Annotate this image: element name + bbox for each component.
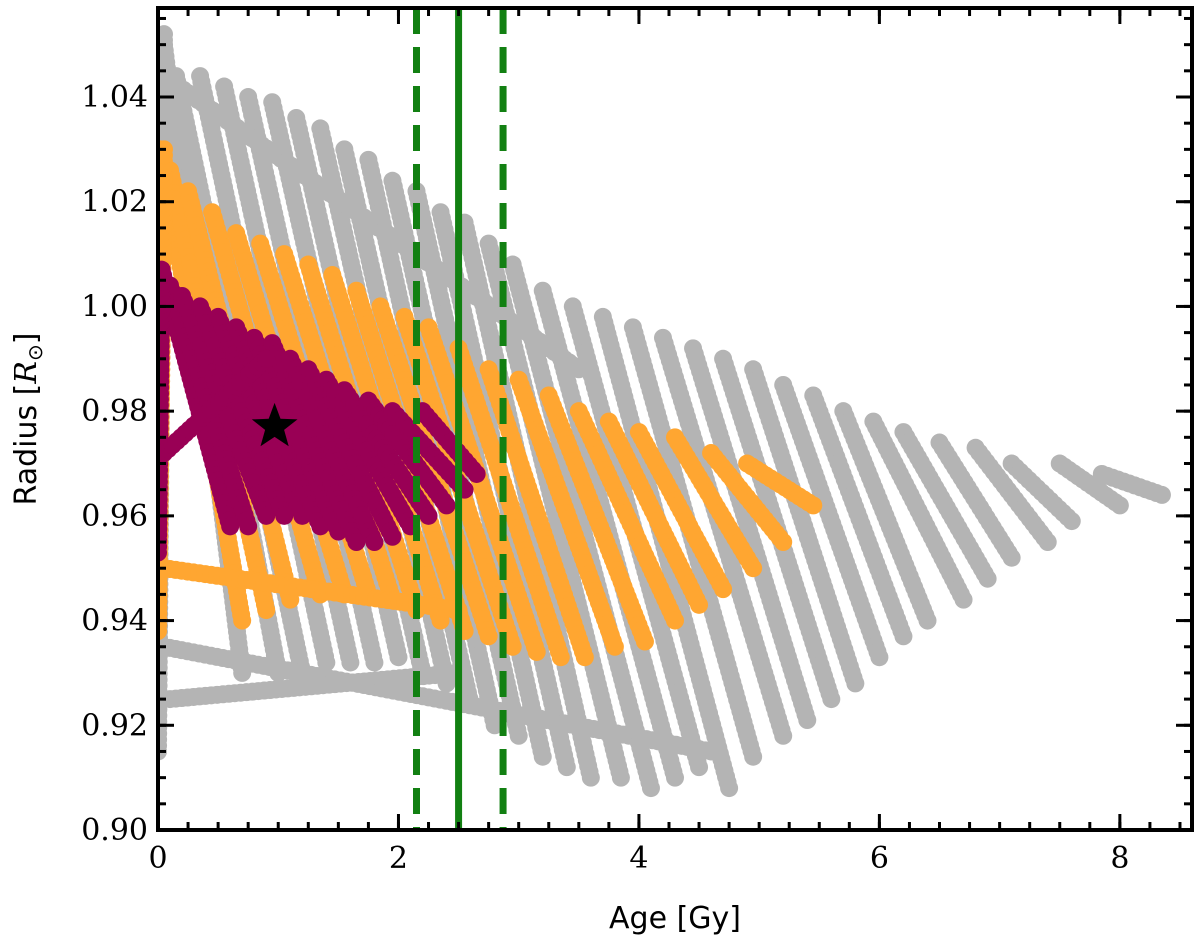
data-point	[1002, 548, 1021, 567]
data-point	[1152, 485, 1171, 504]
data-point	[569, 360, 588, 379]
y-tick-label: 0.96	[81, 499, 148, 534]
data-point	[666, 611, 684, 630]
data-point	[479, 627, 498, 646]
data-point	[275, 506, 294, 525]
x-tick-label: 0	[148, 841, 167, 876]
data-point	[467, 464, 486, 483]
data-point	[690, 595, 709, 614]
data-point	[257, 601, 276, 620]
data-point	[365, 533, 384, 552]
data-point	[437, 496, 456, 515]
data-point	[822, 690, 841, 709]
y-tick-label: 0.98	[81, 394, 148, 429]
age-lines-group	[413, 8, 507, 830]
y-tick-label: 0.90	[81, 813, 148, 848]
data-point	[1038, 533, 1057, 552]
x-tick-label: 4	[629, 841, 648, 876]
data-point	[690, 758, 709, 777]
data-point	[533, 747, 552, 766]
x-tick-label: 6	[870, 841, 889, 876]
y-tick-label: 0.92	[81, 708, 148, 743]
data-point	[509, 726, 528, 745]
data-point	[635, 632, 654, 651]
data-point	[774, 726, 793, 745]
data-point	[317, 653, 336, 672]
data-point	[221, 517, 240, 536]
data-point	[551, 648, 570, 667]
data-point	[383, 527, 402, 546]
data-point	[341, 653, 360, 672]
data-point	[954, 590, 973, 609]
data-point	[611, 768, 630, 787]
x-tick-label: 8	[1110, 841, 1129, 876]
scatter-series-group	[158, 25, 1171, 798]
axis-ticks-group: 0 2 4 6 8 0.90 0.92 0.94 0.96 0.98 1.00 1.02 1.04	[81, 8, 1192, 876]
data-point	[527, 642, 546, 661]
data-point	[744, 747, 763, 766]
data-point	[158, 25, 174, 44]
data-point	[485, 716, 504, 735]
data-point	[257, 506, 276, 525]
data-point	[846, 674, 865, 693]
y-tick-label: 1.02	[81, 185, 148, 220]
data-point	[158, 260, 171, 279]
data-point	[894, 627, 913, 646]
data-point	[798, 711, 817, 730]
y-tick-label: 1.04	[81, 80, 148, 115]
data-point	[419, 506, 438, 525]
data-point	[804, 496, 823, 515]
data-point	[575, 648, 594, 667]
y-tick-label: 0.94	[81, 604, 148, 639]
data-point	[744, 559, 763, 578]
data-point	[1062, 512, 1081, 531]
best-fit-star-group	[251, 402, 298, 447]
data-point	[233, 611, 252, 630]
data-point	[557, 758, 576, 777]
data-point	[702, 742, 721, 761]
data-point	[641, 779, 660, 798]
data-point	[1110, 496, 1129, 515]
data-point	[918, 611, 937, 630]
data-point	[720, 779, 739, 798]
data-point	[257, 349, 276, 368]
data-point	[605, 637, 624, 656]
x-tick-label: 2	[389, 841, 408, 876]
data-point	[870, 648, 889, 667]
data-point	[581, 768, 600, 787]
plot-frame	[156, 6, 1194, 832]
data-point	[389, 648, 408, 667]
y-tick-label: 1.00	[81, 289, 148, 324]
series-best-models	[158, 260, 486, 562]
data-point	[365, 653, 384, 672]
best-fit-star-marker	[251, 402, 298, 447]
data-point	[347, 533, 366, 552]
data-point	[714, 580, 733, 599]
data-point	[239, 517, 258, 536]
data-point	[503, 637, 522, 656]
data-point	[666, 768, 684, 787]
data-point	[978, 569, 997, 588]
data-point	[774, 533, 793, 552]
